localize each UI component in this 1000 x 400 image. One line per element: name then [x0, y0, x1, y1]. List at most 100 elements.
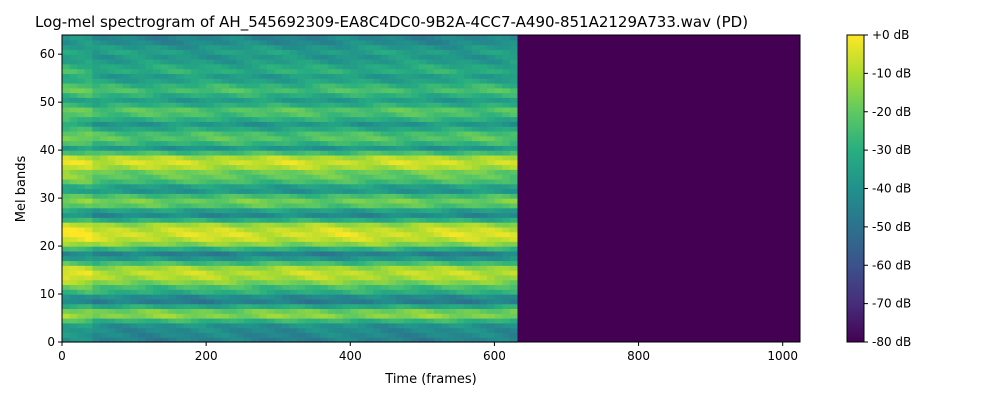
heatmap-cell: [266, 135, 276, 142]
heatmap-cell: [342, 63, 352, 70]
heatmap-cell: [69, 68, 78, 74]
heatmap-cell: [426, 318, 435, 324]
heatmap-cell: [426, 284, 435, 290]
heatmap-cell: [115, 250, 124, 257]
heatmap-cell: [297, 164, 306, 170]
heatmap-cell: [213, 327, 223, 334]
heatmap-cell: [92, 270, 101, 276]
heatmap-cell: [213, 58, 223, 65]
heatmap-cell: [229, 140, 238, 146]
heatmap-cell: [471, 226, 481, 233]
heatmap-cell: [236, 322, 245, 329]
heatmap-cell: [251, 284, 260, 290]
heatmap-cell: [494, 116, 503, 122]
heatmap-cell: [403, 226, 412, 233]
heatmap-cell: [373, 222, 382, 228]
heatmap-cell: [304, 164, 314, 170]
heatmap-cell: [373, 318, 382, 324]
heatmap-cell: [441, 97, 450, 103]
heatmap-cell: [373, 212, 382, 218]
heatmap-cell: [130, 92, 139, 98]
heatmap-cell: [244, 126, 253, 132]
heatmap-cell: [388, 193, 397, 199]
heatmap-cell: [396, 106, 405, 113]
heatmap-cell: [282, 135, 291, 142]
heatmap-cell: [198, 198, 207, 204]
heatmap-cell: [130, 327, 139, 334]
heatmap-cell: [320, 279, 329, 286]
heatmap-cell: [198, 231, 207, 238]
heatmap-cell: [403, 154, 412, 161]
heatmap-cell: [426, 63, 435, 70]
heatmap-cell: [160, 73, 169, 79]
heatmap-cell: [62, 49, 71, 55]
heatmap-cell: [403, 116, 412, 122]
heatmap-cell: [266, 322, 276, 329]
heatmap-cell: [411, 188, 420, 194]
heatmap-cell: [62, 337, 71, 343]
heatmap-cell: [236, 327, 245, 334]
heatmap-cell: [84, 97, 93, 103]
heatmap-cell: [259, 303, 268, 310]
heatmap-cell: [99, 327, 109, 334]
heatmap-cell: [77, 169, 86, 175]
heatmap-cell: [137, 260, 147, 266]
heatmap-cell: [312, 111, 321, 118]
heatmap-cell: [411, 49, 420, 55]
heatmap-cell: [426, 198, 435, 204]
heatmap-cell: [122, 102, 131, 108]
heatmap-cell: [327, 332, 336, 338]
heatmap-cell: [92, 308, 101, 314]
heatmap-cell: [69, 150, 78, 156]
heatmap-cell: [335, 145, 344, 151]
heatmap-cell: [289, 198, 298, 204]
heatmap-cell: [84, 246, 93, 252]
heatmap-cell: [327, 35, 336, 41]
heatmap-cell: [335, 183, 344, 190]
heatmap-cell: [259, 130, 268, 137]
heatmap-cell: [342, 207, 352, 214]
heatmap-cell: [198, 49, 207, 55]
heatmap-cell: [335, 327, 344, 334]
heatmap-cell: [456, 49, 465, 55]
heatmap-cell: [168, 212, 177, 218]
heatmap-cell: [380, 116, 390, 122]
heatmap-cell: [145, 207, 154, 214]
heatmap-cell: [441, 126, 450, 132]
heatmap-cell: [418, 78, 427, 84]
heatmap-cell: [229, 250, 238, 257]
heatmap-cell: [213, 106, 223, 113]
heatmap-cell: [266, 54, 276, 60]
heatmap-cell: [84, 207, 93, 214]
heatmap-cell: [471, 44, 481, 50]
heatmap-cell: [471, 82, 481, 89]
heatmap-cell: [274, 116, 283, 122]
heatmap-cell: [229, 174, 238, 180]
heatmap-cell: [191, 159, 200, 166]
heatmap-cell: [198, 337, 207, 343]
heatmap-cell: [244, 270, 253, 276]
heatmap-cell: [494, 111, 503, 118]
heatmap-cell: [396, 322, 405, 329]
heatmap-cell: [304, 207, 314, 214]
heatmap-cell: [107, 207, 116, 214]
heatmap-cell: [259, 154, 268, 161]
heatmap-cell: [487, 236, 496, 242]
heatmap-cell: [418, 284, 427, 290]
heatmap-cell: [168, 73, 177, 79]
heatmap-cell: [160, 154, 169, 161]
heatmap-cell: [84, 217, 93, 223]
heatmap-cell: [62, 145, 71, 151]
heatmap-cell: [350, 207, 359, 214]
heatmap-cell: [487, 207, 496, 214]
heatmap-cell: [282, 246, 291, 252]
heatmap-cell: [183, 222, 192, 228]
heatmap-cell: [229, 130, 238, 137]
heatmap-cell: [266, 241, 276, 247]
heatmap-cell: [487, 39, 496, 46]
heatmap-cell: [153, 63, 162, 70]
heatmap-cell: [107, 159, 116, 166]
heatmap-cell: [327, 78, 336, 84]
heatmap-cell: [487, 274, 496, 281]
heatmap-cell: [84, 265, 93, 271]
